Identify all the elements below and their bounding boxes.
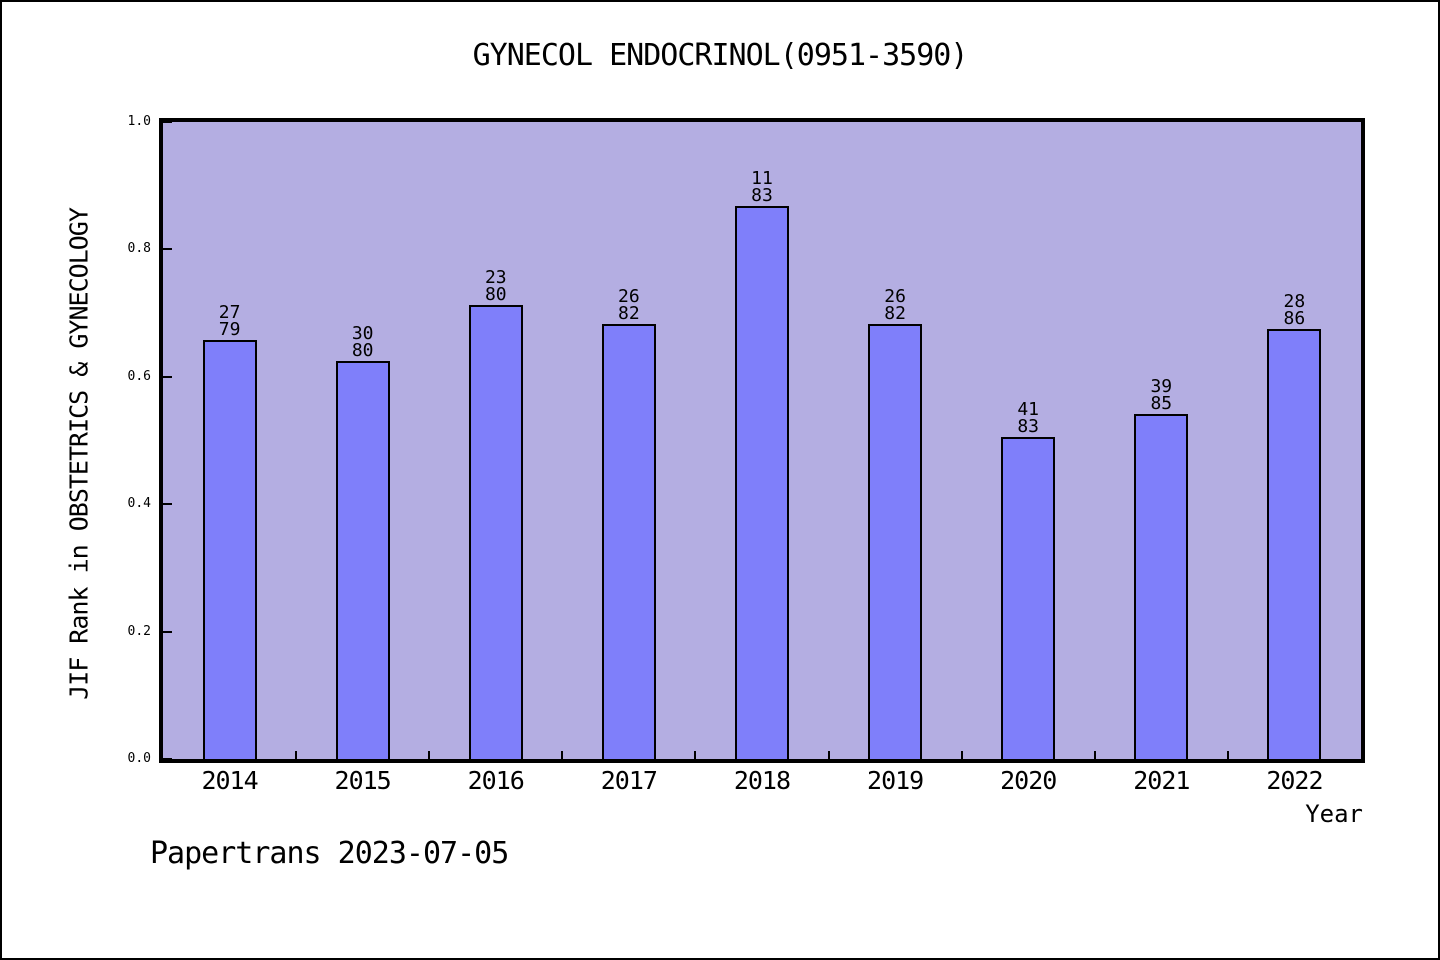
y-tick-mark bbox=[163, 503, 172, 506]
x-minor-tick bbox=[428, 751, 431, 759]
bar-value-label: 28 86 bbox=[1283, 291, 1306, 329]
y-tick-mark bbox=[163, 630, 172, 633]
x-minor-tick bbox=[1226, 751, 1229, 759]
x-tick-label: 2014 bbox=[201, 766, 258, 795]
x-tick-label: 2019 bbox=[867, 766, 924, 795]
x-minor-tick bbox=[295, 751, 298, 759]
x-axis-title: Year bbox=[1305, 800, 1363, 828]
y-tick-mark bbox=[163, 375, 172, 378]
y-tick-mark bbox=[163, 121, 172, 123]
x-minor-tick bbox=[694, 751, 697, 759]
y-tick-label: 0.4 bbox=[127, 496, 151, 512]
bar-value-label: 11 83 bbox=[751, 168, 773, 206]
x-tick-label: 2021 bbox=[1133, 766, 1190, 795]
x-tick-label: 2015 bbox=[334, 766, 392, 795]
x-axis: 2014 2015 2016 2017 2018 2019 2020 2021 2022 bbox=[163, 763, 1361, 797]
x-tick-label: 2018 bbox=[733, 766, 791, 795]
watermark-text: Papertrans 2023-07-05 bbox=[150, 836, 509, 871]
y-tick-label: 0.2 bbox=[127, 623, 151, 639]
bar-value-label: 39 85 bbox=[1150, 376, 1173, 414]
y-tick-label: 0.8 bbox=[127, 241, 151, 257]
bar-value-label: 41 83 bbox=[1017, 399, 1040, 437]
bar-value-label: 26 82 bbox=[618, 286, 640, 324]
y-tick-mark bbox=[163, 758, 172, 760]
plot-area: 27 79 30 80 23 80 26 82 11 83 26 82 41 83 39 85 28 86 bbox=[159, 118, 1365, 763]
bar-2019 bbox=[868, 324, 923, 759]
x-tick-label: 2020 bbox=[1000, 766, 1057, 795]
x-tick-label: 2022 bbox=[1266, 766, 1323, 795]
bar-2017 bbox=[601, 324, 656, 759]
bar-2018 bbox=[735, 206, 789, 759]
bar-2022 bbox=[1267, 329, 1322, 759]
x-minor-tick bbox=[827, 751, 830, 759]
bar-value-label: 30 80 bbox=[351, 323, 374, 361]
bar-2016 bbox=[468, 305, 523, 759]
x-minor-tick bbox=[1093, 751, 1096, 759]
y-tick-label: 0.0 bbox=[127, 751, 151, 766]
bar-value-label: 26 82 bbox=[884, 286, 906, 324]
bar-2014 bbox=[202, 340, 257, 759]
bar-2021 bbox=[1134, 414, 1189, 759]
y-tick-label: 1.0 bbox=[127, 114, 151, 129]
x-minor-tick bbox=[960, 751, 963, 759]
x-tick-label: 2016 bbox=[467, 766, 525, 795]
x-minor-tick bbox=[561, 751, 564, 759]
y-axis: 0.0 0.2 0.4 0.6 0.8 1.0 bbox=[2, 114, 153, 766]
y-tick-label: 0.6 bbox=[127, 368, 151, 384]
x-tick-label: 2017 bbox=[600, 766, 658, 795]
chart-title: GYNECOL ENDOCRINOL(0951-3590) bbox=[472, 38, 969, 73]
bar-value-label: 23 80 bbox=[484, 267, 507, 305]
y-tick-mark bbox=[163, 248, 172, 251]
bar-2020 bbox=[1001, 437, 1056, 759]
bar-value-label: 27 79 bbox=[218, 302, 241, 340]
bar-2015 bbox=[335, 361, 390, 759]
